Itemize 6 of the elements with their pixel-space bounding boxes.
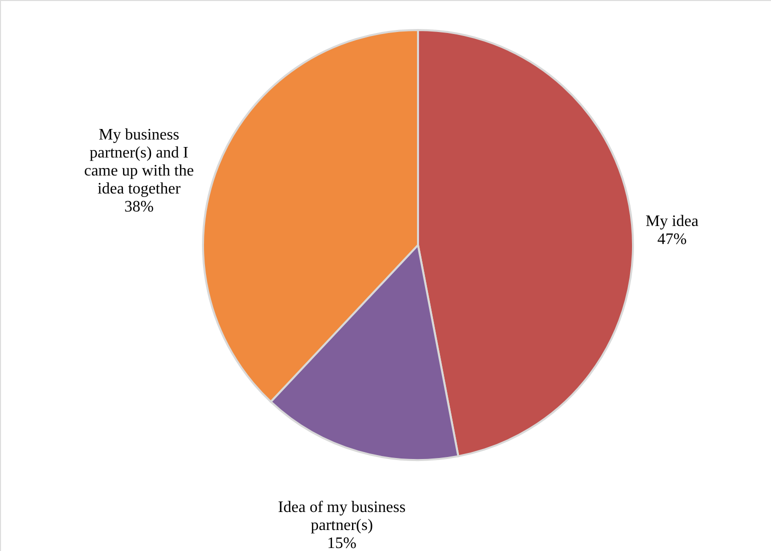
slice-label: My business partner(s) and I came up with the idea together <box>84 126 194 198</box>
slice-label: My idea <box>646 212 698 230</box>
data-label: 38% <box>124 198 154 216</box>
data-label: 15% <box>327 535 356 551</box>
data-label: 47% <box>657 230 687 248</box>
slice-label: Idea of my business partner(s) <box>278 499 406 534</box>
